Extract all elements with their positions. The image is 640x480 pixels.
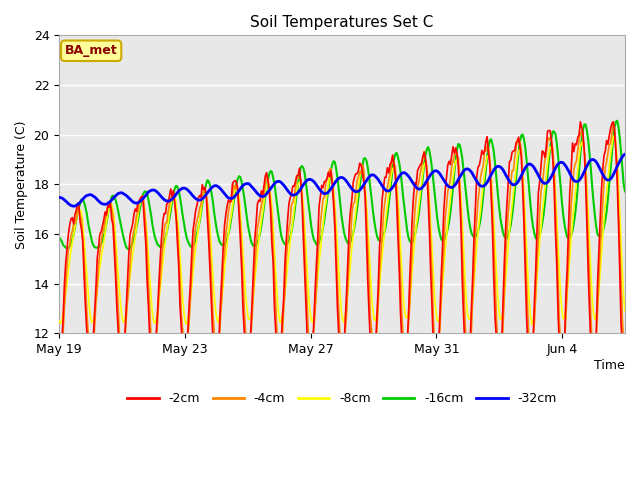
Y-axis label: Soil Temperature (C): Soil Temperature (C) xyxy=(15,120,28,249)
Legend: -2cm, -4cm, -8cm, -16cm, -32cm: -2cm, -4cm, -8cm, -16cm, -32cm xyxy=(122,387,562,410)
Text: BA_met: BA_met xyxy=(65,44,118,57)
Title: Soil Temperatures Set C: Soil Temperatures Set C xyxy=(250,15,434,30)
X-axis label: Time: Time xyxy=(595,359,625,372)
